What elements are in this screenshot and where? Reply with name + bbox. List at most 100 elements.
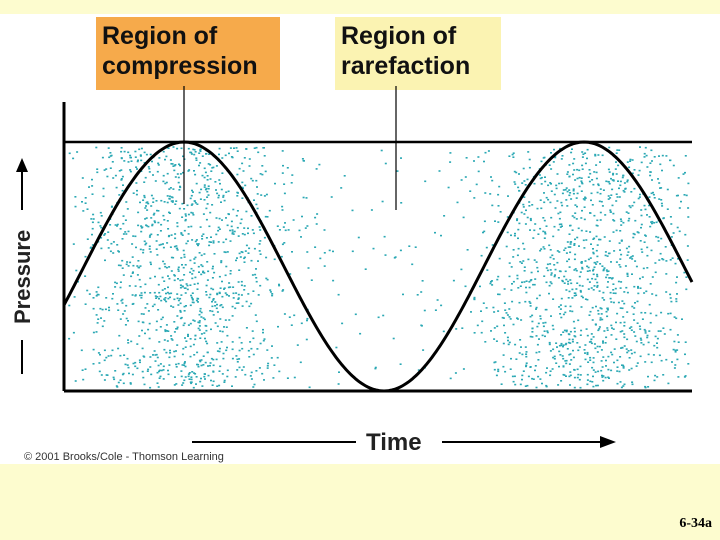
particle-dot	[74, 205, 77, 208]
particle-dot	[130, 275, 133, 278]
particle-dot	[506, 231, 509, 234]
particle-dot	[560, 316, 563, 319]
particle-dot	[192, 191, 194, 193]
particle-dot	[253, 147, 256, 149]
particle-dot	[207, 163, 210, 165]
particle-dot	[248, 305, 251, 308]
particle-dot	[160, 243, 163, 246]
particle-dot	[182, 347, 185, 350]
particle-dot	[592, 336, 595, 338]
particle-dot	[176, 344, 179, 346]
particle-dot	[521, 353, 524, 356]
particle-dot	[578, 275, 581, 278]
particle-dot	[559, 211, 562, 214]
particle-dot	[648, 196, 651, 198]
particle-dot	[243, 233, 246, 236]
particle-dot	[549, 263, 552, 265]
particle-dot	[242, 170, 245, 172]
particle-dot	[639, 277, 641, 280]
particle-dot	[232, 297, 235, 299]
particle-dot	[641, 276, 644, 278]
particle-dot	[270, 357, 273, 359]
particle-dot	[193, 354, 196, 356]
particle-dot	[503, 288, 506, 290]
particle-dot	[211, 277, 214, 279]
particle-dot	[266, 216, 269, 218]
particle-dot	[584, 352, 586, 354]
particle-dot	[86, 208, 89, 210]
particle-dot	[144, 332, 146, 335]
particle-dot	[281, 209, 284, 211]
particle-dot	[220, 304, 223, 306]
particle-dot	[183, 274, 186, 276]
particle-dot	[229, 147, 232, 149]
particle-dot	[621, 300, 624, 302]
particle-dot	[229, 272, 232, 275]
particle-dot	[68, 304, 71, 307]
particle-dot	[549, 350, 552, 352]
particle-dot	[619, 321, 622, 324]
particle-dot	[508, 316, 511, 318]
particle-dot	[210, 170, 213, 172]
particle-dot	[590, 333, 593, 335]
particle-dot	[103, 234, 106, 236]
particle-dot	[527, 151, 530, 153]
particle-dot	[596, 286, 599, 288]
particle-dot	[189, 345, 192, 348]
particle-dot	[197, 301, 199, 303]
particle-dot	[529, 219, 532, 222]
particle-dot	[569, 384, 571, 386]
particle-dot	[206, 342, 209, 345]
particle-dot	[247, 349, 250, 352]
particle-dot	[211, 267, 214, 270]
particle-dot	[540, 176, 543, 179]
particle-dot	[642, 267, 645, 270]
particle-dot	[677, 177, 680, 179]
particle-dot	[141, 329, 143, 332]
particle-dot	[148, 236, 151, 238]
time-axis-label: Time	[366, 429, 422, 456]
particle-dot	[81, 177, 84, 179]
particle-dot	[536, 297, 539, 300]
particle-dot	[180, 232, 183, 234]
particle-dot	[139, 294, 141, 297]
particle-dot	[185, 283, 188, 285]
particle-dot	[655, 221, 658, 224]
particle-dot	[512, 380, 515, 383]
particle-dot	[590, 287, 593, 289]
particle-dot	[316, 213, 319, 215]
particle-dot	[174, 164, 177, 166]
particle-dot	[560, 182, 563, 185]
particle-dot	[497, 293, 499, 296]
particle-dot	[170, 196, 173, 198]
particle-dot	[203, 186, 206, 188]
particle-dot	[151, 160, 153, 163]
particle-dot	[558, 223, 561, 226]
particle-dot	[103, 320, 106, 322]
particle-dot	[190, 376, 193, 378]
particle-dot	[261, 173, 264, 176]
particle-dot	[507, 195, 509, 197]
particle-dot	[172, 165, 175, 167]
particle-dot	[493, 327, 496, 329]
particle-dot	[574, 179, 577, 181]
particle-dot	[239, 256, 242, 258]
particle-dot	[575, 294, 578, 296]
particle-dot	[187, 170, 190, 172]
particle-dot	[613, 348, 616, 350]
particle-dot	[84, 368, 87, 370]
particle-dot	[421, 280, 424, 282]
particle-dot	[307, 267, 310, 269]
particle-dot	[576, 376, 579, 379]
particle-dot	[603, 330, 606, 332]
particle-dot	[674, 364, 677, 366]
particle-dot	[173, 275, 176, 277]
particle-dot	[177, 268, 180, 271]
particle-dot	[464, 176, 467, 178]
particle-dot	[555, 362, 558, 364]
particle-dot	[585, 230, 588, 232]
particle-dot	[250, 302, 253, 305]
particle-dot	[109, 152, 112, 154]
particle-dot	[580, 181, 583, 184]
particle-dot	[573, 169, 576, 171]
